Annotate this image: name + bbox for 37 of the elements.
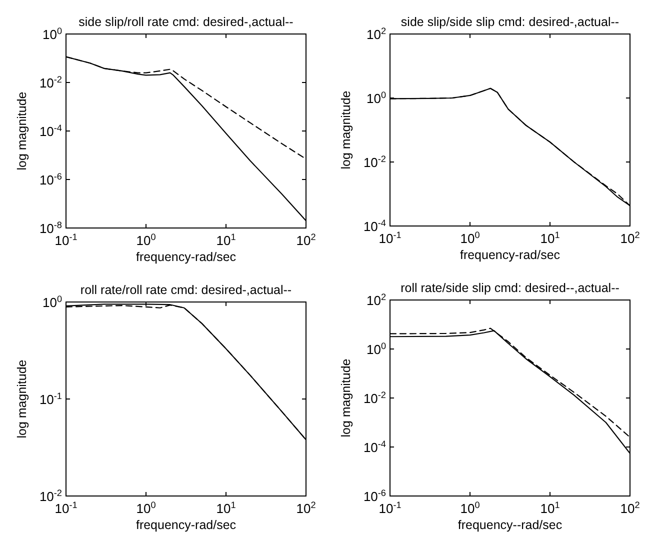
y-axis-title: log magnitude <box>339 358 353 438</box>
x-tick-label: 10$^{0}$ <box>460 500 480 516</box>
x-axis-title: frequency-rad/sec <box>136 250 236 264</box>
x-tick-label: 10$^{1}$ <box>216 500 236 516</box>
x-tick-label: 10$^{2}$ <box>296 500 316 516</box>
chart-title: roll rate/roll rate cmd: desired-,actual-- <box>80 283 292 297</box>
x-tick-label: 10$^{2}$ <box>620 230 640 246</box>
y-tick-label: 10$^{-4}$ <box>39 123 62 139</box>
x-axis-title: frequency-rad/sec <box>136 518 236 532</box>
x-tick-label: 10$^{1}$ <box>216 232 236 248</box>
x-tick-label: 10$^{1}$ <box>540 230 560 246</box>
y-tick-label: 10$^{-2}$ <box>39 74 62 90</box>
y-tick-label: 10$^{-4}$ <box>363 439 386 455</box>
y-tick-label: 10$^{-1}$ <box>39 391 62 407</box>
chart-title: roll rate/side slip cmd: desired--,actual-- <box>400 281 620 295</box>
y-tick-label: 10$^{0}$ <box>366 341 386 357</box>
y-tick-label: 10$^{2}$ <box>366 292 386 308</box>
y-tick-label: 10$^{-2}$ <box>363 154 386 170</box>
x-tick-label: 10$^{2}$ <box>620 500 640 516</box>
y-tick-label: 10$^{0}$ <box>42 294 62 310</box>
y-axis-title: log magnitude <box>15 360 29 438</box>
chart-title: side slip/roll rate cmd: desired-,actual-- <box>78 15 294 29</box>
chart-title: side slip/side slip cmd: desired-,actual-- <box>400 15 620 29</box>
y-tick-label: 10$^{-2}$ <box>363 390 386 406</box>
y-tick-label: 10$^{-6}$ <box>39 172 62 188</box>
x-tick-label: 10$^{0}$ <box>136 232 156 248</box>
x-axis-title: frequency--rad/sec <box>458 518 562 532</box>
x-tick-label: 10$^{0}$ <box>136 500 156 516</box>
y-axis-title: log magnitude <box>15 92 29 170</box>
x-tick-label: 10$^{2}$ <box>296 232 316 248</box>
x-axis-title: frequency-rad/sec <box>460 248 560 262</box>
x-tick-label: 10$^{0}$ <box>460 230 480 246</box>
y-tick-label: 10$^{0}$ <box>366 90 386 106</box>
y-tick-label: 10$^{0}$ <box>42 26 62 42</box>
x-tick-label: 10$^{1}$ <box>540 500 560 516</box>
y-tick-label: 10$^{2}$ <box>366 26 386 42</box>
y-axis-title: log magnitude <box>339 90 353 170</box>
